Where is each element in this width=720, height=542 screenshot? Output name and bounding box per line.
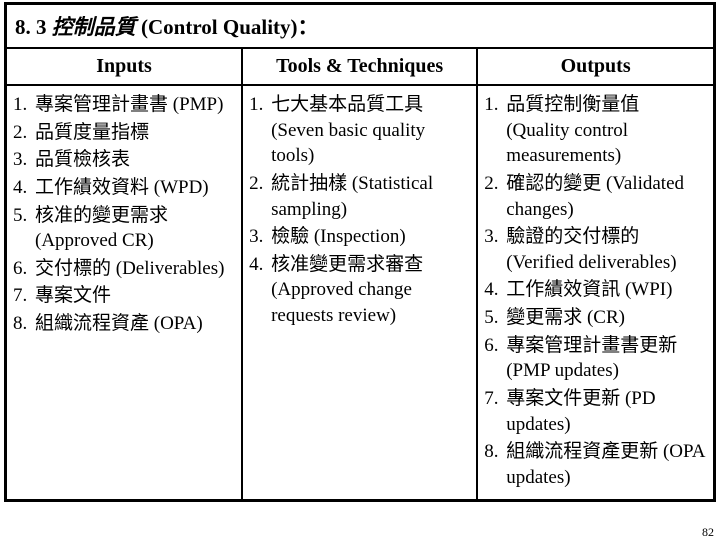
list-item: 檢驗 (Inspection): [249, 224, 470, 250]
document-frame: 8. 3 控制品質 (Control Quality)： Inputs Tool…: [4, 2, 716, 502]
list-item: 品質控制衡量值 (Quality control measurements): [484, 92, 707, 169]
cell-inputs: 專案管理計畫書 (PMP)品質度量指標品質檢核表工作績效資料 (WPD)核准的變…: [7, 85, 242, 499]
ito-table: Inputs Tools & Techniques Outputs 專案管理計畫…: [7, 49, 713, 499]
list-item: 組織流程資產更新 (OPA updates): [484, 439, 707, 490]
section-header: 8. 3 控制品質 (Control Quality)：: [7, 5, 713, 49]
col-header-tools: Tools & Techniques: [242, 49, 477, 85]
list-item: 專案管理計畫書 (PMP): [13, 92, 235, 118]
inputs-list: 專案管理計畫書 (PMP)品質度量指標品質檢核表工作績效資料 (WPD)核准的變…: [13, 92, 235, 337]
list-item: 七大基本品質工具 (Seven basic quality tools): [249, 92, 470, 169]
list-item: 工作績效資訊 (WPI): [484, 277, 707, 303]
page-number: 82: [702, 525, 714, 540]
col-header-outputs: Outputs: [477, 49, 713, 85]
col-header-inputs: Inputs: [7, 49, 242, 85]
tools-list: 七大基本品質工具 (Seven basic quality tools)統計抽樣…: [249, 92, 470, 329]
list-item: 核准的變更需求 (Approved CR): [13, 203, 235, 254]
cell-tools: 七大基本品質工具 (Seven basic quality tools)統計抽樣…: [242, 85, 477, 499]
cell-outputs: 品質控制衡量值 (Quality control measurements)確認…: [477, 85, 713, 499]
list-item: 品質度量指標: [13, 120, 235, 146]
list-item: 專案管理計畫書更新 (PMP updates): [484, 333, 707, 384]
list-item: 確認的變更 (Validated changes): [484, 171, 707, 222]
list-item: 統計抽樣 (Statistical sampling): [249, 171, 470, 222]
list-item: 專案文件更新 (PD updates): [484, 386, 707, 437]
list-item: 工作績效資料 (WPD): [13, 175, 235, 201]
section-number: 8. 3: [15, 15, 47, 39]
section-colon: ：: [298, 15, 319, 39]
list-item: 變更需求 (CR): [484, 305, 707, 331]
list-item: 組織流程資產 (OPA): [13, 311, 235, 337]
list-item: 專案文件: [13, 283, 235, 309]
table-header-row: Inputs Tools & Techniques Outputs: [7, 49, 713, 85]
table-row: 專案管理計畫書 (PMP)品質度量指標品質檢核表工作績效資料 (WPD)核准的變…: [7, 85, 713, 499]
list-item: 交付標的 (Deliverables): [13, 256, 235, 282]
section-topic-en: (Control Quality): [141, 15, 298, 39]
list-item: 品質檢核表: [13, 147, 235, 173]
outputs-list: 品質控制衡量值 (Quality control measurements)確認…: [484, 92, 707, 491]
list-item: 驗證的交付標的 (Verified deliverables): [484, 224, 707, 275]
section-topic-cn: 控制品質: [52, 15, 136, 39]
list-item: 核准變更需求審查 (Approved change requests revie…: [249, 252, 470, 329]
